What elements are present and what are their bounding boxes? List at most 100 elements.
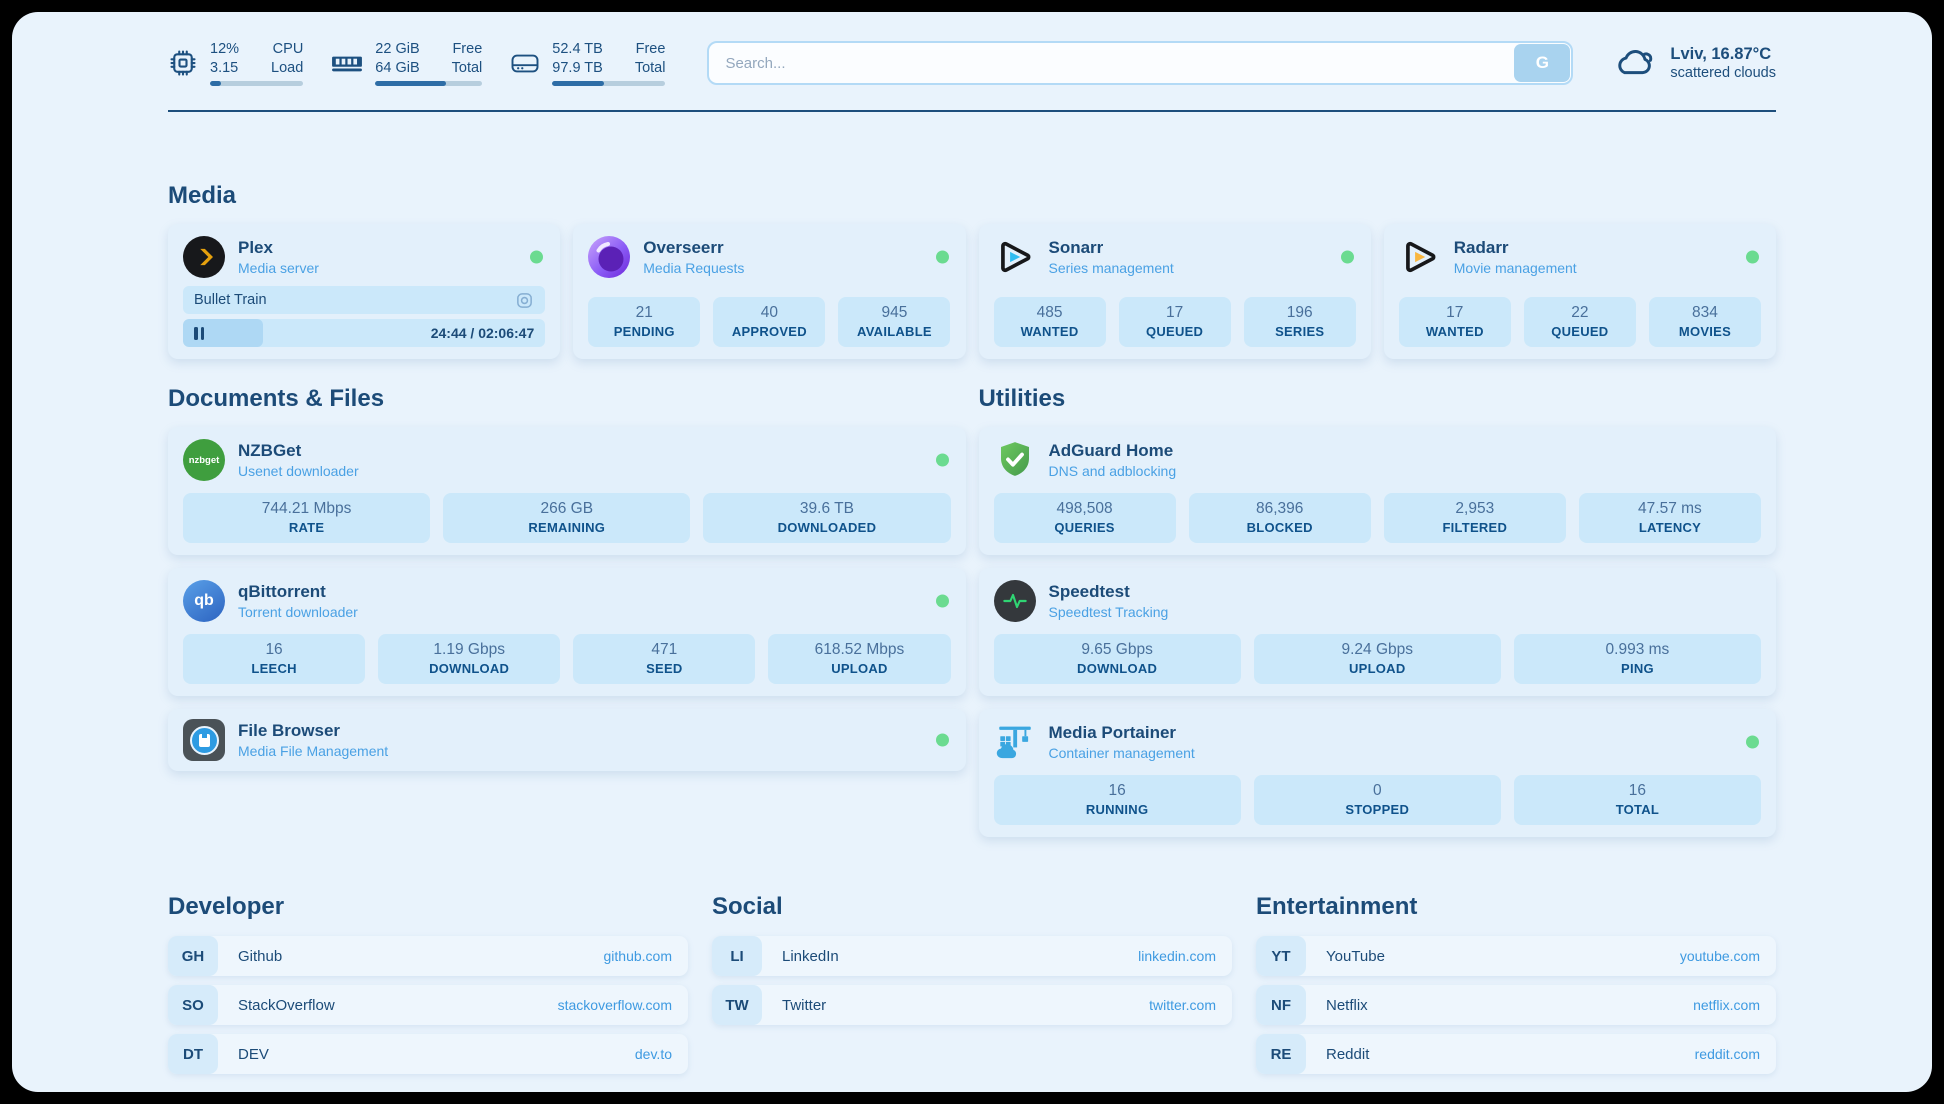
- stat-value: 485: [1036, 304, 1063, 321]
- stat-value: 196: [1286, 304, 1313, 321]
- stat-remaining: 266 GB REMAINING: [443, 493, 691, 543]
- stat-value: 945: [881, 304, 908, 321]
- status-dot: [935, 250, 949, 264]
- bookmark-dev[interactable]: DT DEV dev.to: [168, 1034, 688, 1074]
- search-input[interactable]: [707, 41, 1574, 85]
- bookmark-abbr: NF: [1256, 985, 1306, 1025]
- bookmark-group-entertainment: Entertainment YT YouTube youtube.com NF …: [1256, 893, 1776, 1074]
- app-subtitle: Speedtest Tracking: [1048, 604, 1169, 620]
- stat-upload: 9.24 Gbps UPLOAD: [1253, 634, 1501, 684]
- stats-row: 21 PENDING 40 APPROVED 945 AVAILABLE: [588, 285, 951, 347]
- ram-usage-bar: [375, 81, 483, 87]
- app-subtitle: Movie management: [1453, 260, 1577, 276]
- bookmark-reddit[interactable]: RE Reddit reddit.com: [1256, 1034, 1776, 1074]
- bookmark-twitter[interactable]: TW Twitter twitter.com: [712, 985, 1232, 1025]
- app-card-qbittorrent[interactable]: qb qBittorrent Torrent downloader 16 LEE…: [168, 568, 966, 696]
- stat-label: UPLOAD: [1349, 661, 1406, 676]
- section-title-documents: Documents & Files: [168, 385, 385, 412]
- bookmark-list: GH Github github.com SO StackOverflow st…: [168, 936, 688, 1074]
- stats-row: 16 RUNNING 0 STOPPED 16 TOTAL: [993, 763, 1762, 825]
- stat-label: WANTED: [1425, 324, 1484, 339]
- bookmark-abbr: GH: [168, 936, 218, 976]
- bookmark-linkedin[interactable]: LI LinkedIn linkedin.com: [712, 936, 1232, 976]
- cpu-icon: [168, 48, 198, 78]
- stat-rate: 744.21 Mbps RATE: [183, 493, 431, 543]
- utilities-column: Utilities AdGuard Home DNS and adblockin…: [978, 385, 1776, 837]
- stat-value: 17: [1446, 304, 1464, 321]
- stat-value: 9.65 Gbps: [1081, 641, 1153, 658]
- card-header: Sonarr Series management: [994, 236, 1356, 278]
- qbittorrent-icon-text: qb: [194, 592, 214, 609]
- app-card-overseerr[interactable]: Overseerr Media Requests 21 PENDING 40 A…: [573, 224, 966, 359]
- app-card-adguard[interactable]: AdGuard Home DNS and adblocking 498,508 …: [978, 427, 1776, 555]
- bookmark-github[interactable]: GH Github github.com: [168, 936, 688, 976]
- bookmark-name: YouTube: [1326, 947, 1385, 965]
- stat-queued: 22 QUEUED: [1523, 297, 1636, 347]
- stat-running: 16 RUNNING: [993, 775, 1241, 825]
- sonarr-icon: [994, 236, 1036, 278]
- bookmark-youtube[interactable]: YT YouTube youtube.com: [1256, 936, 1776, 976]
- app-card-radarr[interactable]: Radarr Movie management 17 WANTED 22 QUE…: [1383, 224, 1776, 359]
- bookmark-name: Netflix: [1326, 996, 1368, 1014]
- stat-value: 0: [1372, 782, 1382, 799]
- plex-now-playing: Bullet Train 24:44 / 02:06:47: [183, 278, 546, 347]
- bookmark-group-social: Social LI LinkedIn linkedin.com TW Twitt…: [712, 893, 1232, 1074]
- app-subtitle: Container management: [1048, 745, 1195, 761]
- bookmark-name: DEV: [238, 1045, 269, 1063]
- gear-icon[interactable]: [515, 291, 534, 310]
- bookmark-stackoverflow[interactable]: SO StackOverflow stackoverflow.com: [168, 985, 688, 1025]
- ram-total-value: 64 GiB: [375, 59, 420, 76]
- bookmark-name: Github: [238, 947, 283, 965]
- cpu-load-label: Load: [271, 59, 304, 76]
- stats-row: 498,508 QUERIES 86,396 BLOCKED 2,953 FIL…: [993, 481, 1761, 543]
- app-subtitle: Media Requests: [643, 260, 745, 276]
- stat-label: BLOCKED: [1246, 520, 1313, 535]
- bookmark-netflix[interactable]: NF Netflix netflix.com: [1256, 985, 1776, 1025]
- stat-value: 266 GB: [540, 500, 594, 517]
- app-card-filebrowser[interactable]: File Browser Media File Management: [168, 709, 966, 771]
- bookmark-url: reddit.com: [1694, 1046, 1760, 1062]
- stat-pending: 21 PENDING: [588, 297, 701, 347]
- cloud-icon: [1613, 43, 1657, 84]
- search-provider-button[interactable]: G: [1514, 44, 1571, 82]
- bookmark-name: Reddit: [1326, 1045, 1370, 1063]
- bookmarks-zone: Developer GH Github github.com SO StackO…: [168, 893, 1776, 1074]
- ram-icon: [331, 52, 363, 74]
- disk-total-value: 97.9 TB: [552, 59, 603, 76]
- cpu-load-value: 3.15: [210, 59, 239, 76]
- app-card-nzbget[interactable]: nzbget NZBGet Usenet downloader 744.21 M…: [168, 427, 966, 555]
- bookmark-name: StackOverflow: [238, 996, 335, 1014]
- disk-icon: [510, 51, 540, 76]
- disk-widget: 52.4 TB Free 97.9 TB Total: [510, 40, 666, 87]
- app-card-plex[interactable]: Plex Media server Bullet Train: [168, 224, 561, 359]
- status-dot: [530, 250, 544, 264]
- stat-label: FILTERED: [1442, 520, 1508, 535]
- stat-stopped: 0 STOPPED: [1253, 775, 1501, 825]
- stat-value: 21: [635, 304, 653, 321]
- bookmark-abbr: RE: [1256, 1034, 1306, 1074]
- stat-wanted: 485 WANTED: [993, 297, 1106, 347]
- cpu-widget: 12% CPU 3.15 Load: [168, 40, 304, 87]
- card-header: Plex Media server: [183, 236, 545, 278]
- weather-location: Lviv, 16.87°C: [1670, 45, 1772, 63]
- card-header: Overseerr Media Requests: [588, 236, 950, 278]
- stat-label: STOPPED: [1345, 802, 1410, 817]
- app-subtitle: Media File Management: [238, 743, 389, 759]
- dashboard-page: 12% CPU 3.15 Load 22 GiB: [12, 12, 1932, 1092]
- card-header: nzbget NZBGet Usenet downloader: [183, 439, 951, 481]
- disk-free-label: Free: [635, 40, 666, 57]
- status-dot: [1340, 250, 1354, 264]
- stat-latency: 47.57 ms LATENCY: [1578, 493, 1761, 543]
- stat-value: 834: [1692, 304, 1718, 321]
- app-card-portainer[interactable]: Media Portainer Container management 16 …: [978, 709, 1776, 837]
- app-name: Radarr: [1453, 238, 1509, 257]
- section-title-entertainment: Entertainment: [1256, 893, 1418, 920]
- stat-leech: 16 LEECH: [183, 634, 366, 684]
- app-name: qBittorrent: [238, 582, 326, 601]
- app-card-sonarr[interactable]: Sonarr Series management 485 WANTED 17 Q…: [978, 224, 1371, 359]
- stat-wanted: 17 WANTED: [1398, 297, 1511, 347]
- cpu-usage-value: 12%: [210, 40, 240, 57]
- stat-value: 0.993 ms: [1605, 641, 1670, 658]
- app-card-speedtest[interactable]: Speedtest Speedtest Tracking 9.65 Gbps D…: [978, 568, 1776, 696]
- bookmark-list: LI LinkedIn linkedin.com TW Twitter twit…: [712, 936, 1232, 1025]
